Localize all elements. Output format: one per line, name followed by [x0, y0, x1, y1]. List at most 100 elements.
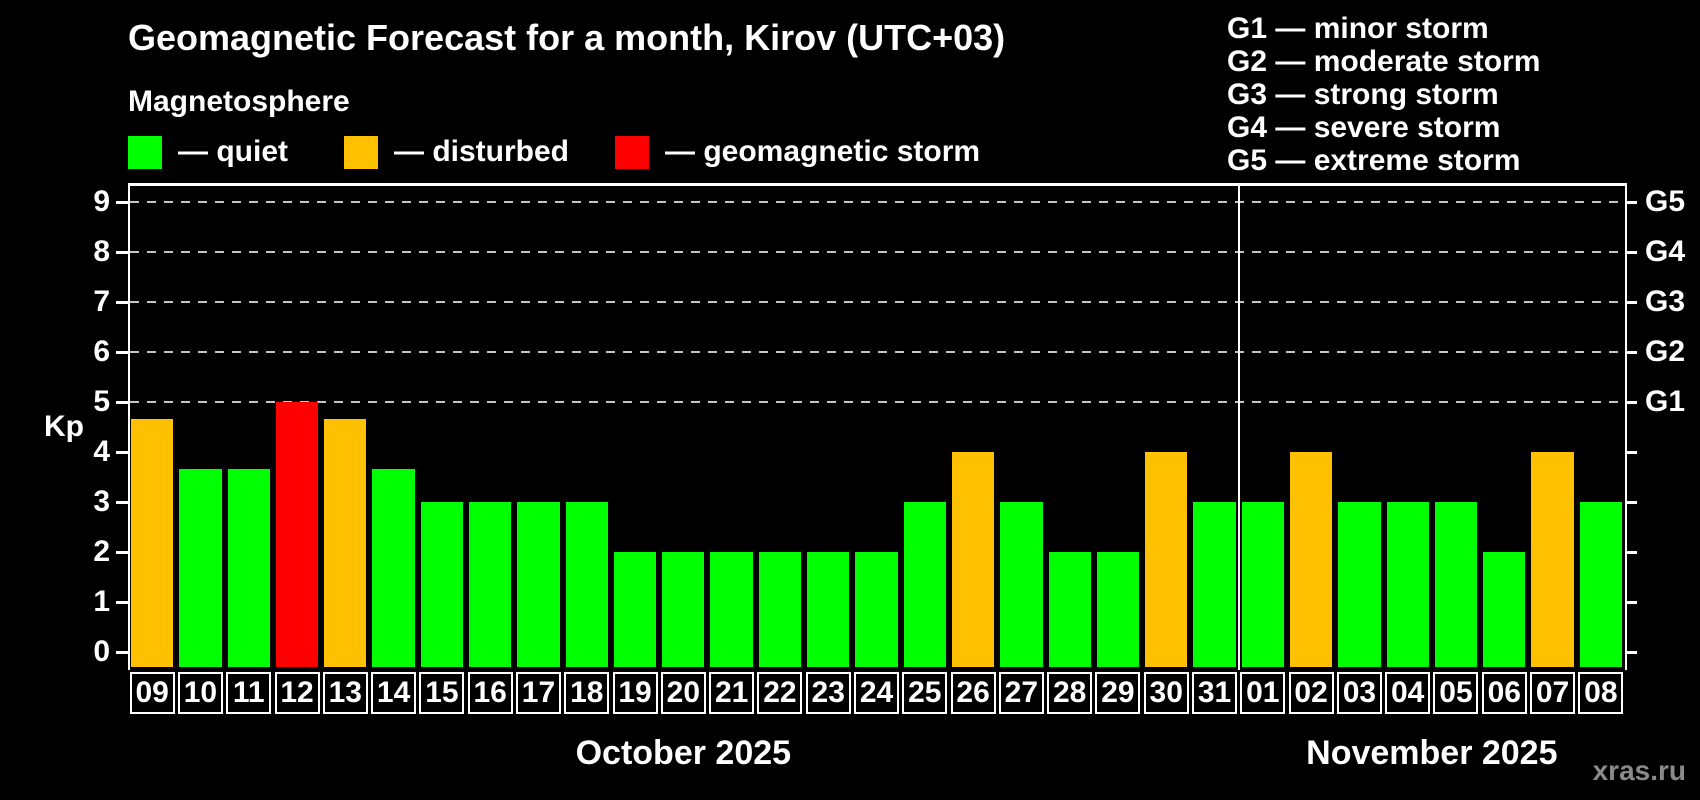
day-label-01: 01: [1240, 672, 1286, 714]
kp-bar-07: [1531, 452, 1574, 667]
kp-bar-09: [131, 418, 174, 667]
y-axis-tick-left: [116, 351, 128, 354]
y-axis-tick-left: [116, 301, 128, 304]
day-label-18: 18: [564, 672, 610, 714]
y-axis-label-7: 7: [93, 285, 110, 318]
y-axis-label-4: 4: [93, 435, 110, 468]
y-axis-tick-left: [116, 601, 128, 604]
day-label-07: 07: [1530, 672, 1576, 714]
day-label-13: 13: [322, 672, 368, 714]
kp-bar-01: [1241, 502, 1284, 667]
y-axis-label-0: 0: [93, 635, 110, 668]
g-scale-legend: G1 — minor storm G2 — moderate storm G3 — …: [1227, 12, 1540, 177]
kp-bar-10: [179, 468, 222, 667]
y-axis-tick-right: [1625, 351, 1637, 354]
g-axis-label-g3: G3: [1645, 285, 1686, 318]
gridline-kp6: [130, 351, 1625, 353]
y-axis-tick-right: [1625, 251, 1637, 254]
gridline-kp7: [130, 301, 1625, 303]
kp-bar-06: [1483, 552, 1526, 667]
day-label-04: 04: [1385, 672, 1431, 714]
day-label-14: 14: [371, 672, 417, 714]
day-label-12: 12: [274, 672, 320, 714]
y-axis-tick-right: [1625, 651, 1637, 654]
day-label-05: 05: [1433, 672, 1479, 714]
kp-bar-29: [1096, 552, 1140, 667]
g-axis-label-g5: G5: [1645, 185, 1686, 218]
day-label-19: 19: [612, 672, 658, 714]
g-axis-label-g1: G1: [1645, 385, 1686, 418]
legend-item-disturbed: — disturbed: [344, 135, 569, 169]
g-axis-label-g2: G2: [1645, 335, 1686, 368]
subtitle-magnetosphere: Magnetosphere: [128, 85, 350, 118]
legend-swatch-storm-icon: [615, 135, 649, 169]
day-label-20: 20: [660, 672, 706, 714]
y-axis-label-9: 9: [93, 185, 110, 218]
day-label-09: 09: [129, 672, 175, 714]
kp-bar-17: [517, 502, 560, 667]
kp-bar-24: [855, 552, 898, 667]
y-axis-tick-left: [116, 201, 128, 204]
day-label-31: 31: [1192, 672, 1238, 714]
day-label-26: 26: [950, 672, 996, 714]
y-axis-tick-right: [1625, 301, 1637, 304]
y-axis-label-8: 8: [93, 235, 110, 268]
page-title: Geomagnetic Forecast for a month, Kirov …: [128, 17, 1006, 58]
legend-item-quiet: — quiet: [128, 135, 288, 169]
day-label-23: 23: [805, 672, 851, 714]
y-axis-tick-right: [1625, 601, 1637, 604]
y-axis-tick-left: [116, 651, 128, 654]
g-axis-label-g4: G4: [1645, 235, 1686, 268]
day-label-22: 22: [757, 672, 803, 714]
gridline-kp9: [130, 201, 1625, 203]
day-label-25: 25: [902, 672, 948, 714]
month-label-november: November 2025: [1306, 734, 1558, 772]
y-axis-label-5: 5: [93, 385, 110, 418]
kp-bar-26: [951, 452, 995, 667]
kp-bar-02: [1289, 452, 1333, 667]
day-label-29: 29: [1095, 672, 1141, 714]
plot-frame: [128, 183, 1627, 670]
g-legend-line-2: G2 — moderate storm: [1227, 45, 1541, 78]
kp-bar-30: [1145, 452, 1188, 667]
y-axis-tick-right: [1625, 551, 1637, 554]
y-axis-tick-right: [1625, 451, 1637, 454]
kp-bar-15: [420, 502, 464, 667]
kp-bar-22: [758, 552, 802, 667]
y-axis-tick-left: [116, 401, 128, 404]
kp-bar-20: [662, 552, 705, 667]
kp-bar-11: [227, 468, 270, 667]
y-axis-label-3: 3: [93, 485, 110, 518]
y-axis-tick-right: [1625, 401, 1637, 404]
day-label-24: 24: [854, 672, 899, 714]
kp-axis-title: Kp: [44, 410, 84, 443]
kp-bar-08: [1579, 502, 1622, 667]
kp-bar-13: [324, 418, 367, 667]
day-label-10: 10: [177, 672, 223, 714]
kp-bar-04: [1386, 502, 1429, 667]
y-axis-label-6: 6: [93, 335, 110, 368]
kp-bar-16: [469, 502, 512, 667]
legend-label-disturbed: — disturbed: [394, 135, 570, 168]
day-label-03: 03: [1336, 672, 1382, 714]
legend-swatch-disturbed-icon: [344, 135, 378, 169]
legend-label-storm: — geomagnetic storm: [665, 135, 981, 168]
y-axis-label-2: 2: [93, 535, 110, 568]
day-label-28: 28: [1047, 672, 1093, 714]
g-legend-line-5: G5 — extreme storm: [1227, 144, 1521, 177]
g-legend-line-3: G3 — strong storm: [1227, 78, 1499, 111]
gridline-kp5: [130, 401, 1625, 403]
kp-bar-12: [275, 402, 319, 667]
kp-bar-28: [1048, 552, 1091, 667]
legend-label-quiet: — quiet: [178, 135, 288, 168]
kp-bar-21: [710, 552, 753, 667]
day-label-08: 08: [1578, 672, 1624, 714]
y-axis-tick-left: [116, 501, 128, 504]
day-label-21: 21: [709, 672, 755, 714]
day-label-15: 15: [419, 672, 465, 714]
kp-bar-14: [372, 468, 415, 667]
day-label-27: 27: [998, 672, 1044, 714]
y-axis-tick-left: [116, 451, 128, 454]
kp-bar-23: [807, 552, 850, 667]
